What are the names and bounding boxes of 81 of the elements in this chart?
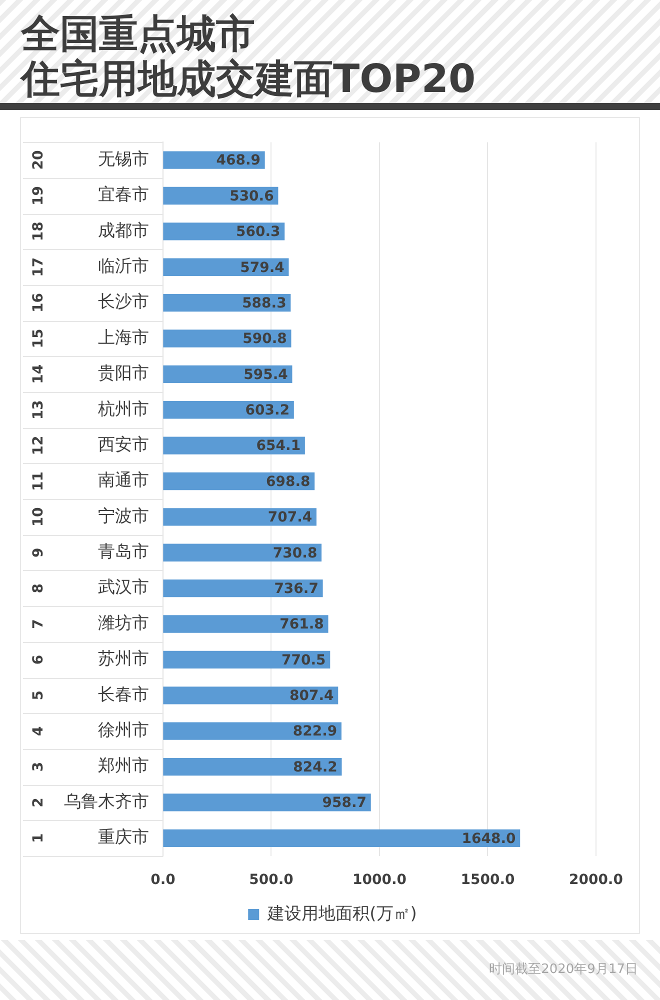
text: 5 (30, 690, 47, 700)
x-tick-label: 0.0 (150, 872, 176, 888)
data-label: 770.5 (282, 652, 326, 668)
text: 17 (30, 257, 47, 277)
bar (163, 330, 292, 348)
data-label: 654.1 (256, 438, 301, 454)
y-tick-label: 杭州市 (97, 399, 149, 420)
bar (163, 722, 342, 740)
bar (163, 579, 323, 598)
x-tick-label: 500.0 (249, 872, 294, 888)
text: 18 (30, 222, 47, 242)
data-label: 530.6 (230, 188, 274, 204)
data-label: 698.8 (266, 474, 310, 490)
text: 时间截至2020年9月17日 (489, 961, 638, 978)
y-tick-label: 上海市 (98, 328, 149, 348)
data-label: 468.9 (216, 152, 261, 169)
data-label: 1648.0 (462, 830, 516, 847)
text: 12 (30, 436, 47, 456)
x-tick-label: 2000.0 (568, 872, 624, 888)
bar (163, 436, 305, 454)
text: 10 (30, 506, 47, 527)
y-tick-label: 无锡市 (98, 149, 149, 170)
data-label: 730.8 (272, 545, 318, 562)
y-tick-label: 宜春市 (98, 185, 149, 206)
bar (163, 615, 328, 633)
y-tick-label: 西安市 (98, 434, 149, 455)
data-label: 958.7 (322, 795, 367, 812)
y-tick-label: 青岛市 (98, 542, 149, 562)
text: 15 (30, 328, 47, 348)
data-label: 761.8 (280, 616, 324, 633)
y-tick-label: 长沙市 (98, 292, 149, 312)
text: 14 (30, 364, 47, 384)
y-tick-label: 南通市 (98, 470, 149, 491)
y-tick-label: 重庆市 (98, 828, 149, 848)
data-label: 560.3 (236, 224, 280, 240)
y-tick-label: 长春市 (98, 684, 149, 705)
text: 3 (30, 762, 47, 772)
data-label: 736.7 (274, 580, 318, 597)
y-tick-label: 潍坊市 (98, 613, 149, 634)
data-label: 595.4 (244, 366, 288, 383)
y-tick-label: 徐州市 (98, 720, 149, 741)
data-label: 590.8 (242, 331, 287, 348)
text: 20 (30, 150, 47, 170)
data-label: 588.3 (242, 295, 286, 312)
chart-subtitle: 住宅用地成交建面TOP20 (21, 57, 476, 103)
data-label: 822.9 (292, 724, 338, 740)
bar (163, 758, 342, 776)
legend-label: 建设用地面积(万㎡) (266, 904, 417, 924)
y-tick-label: 苏州市 (98, 649, 149, 670)
data-label: 603.2 (245, 402, 290, 419)
text: 1 (30, 833, 47, 844)
bar (163, 544, 322, 562)
y-tick-label: 宁波市 (98, 506, 149, 526)
y-tick-label: 郑州市 (98, 756, 149, 776)
text: 16 (30, 293, 47, 313)
data-label: 824.2 (293, 759, 338, 776)
data-label: 707.4 (268, 510, 312, 526)
text: 11 (30, 472, 47, 491)
y-tick-label: 临沂市 (98, 256, 149, 277)
text: 13 (30, 400, 47, 420)
text: 8 (30, 583, 47, 594)
text: 6 (30, 654, 47, 665)
text: 4 (30, 726, 47, 736)
text: 19 (30, 186, 47, 206)
bar (163, 650, 330, 669)
chart-title: 全国重点城市 (21, 12, 255, 58)
data-label: 579.4 (240, 260, 285, 276)
x-tick-label: 1000.0 (352, 872, 407, 888)
bar (163, 794, 371, 812)
text: 7 (30, 619, 47, 629)
data-label: 807.4 (290, 688, 334, 704)
text: 2 (30, 798, 47, 808)
y-tick-label: 贵阳市 (98, 364, 149, 384)
bar (163, 508, 316, 526)
bar (163, 686, 338, 704)
text: 9 (30, 548, 47, 558)
y-tick-label: 乌鲁木齐市 (64, 792, 149, 812)
y-tick-label: 武汉市 (98, 578, 149, 598)
bar (163, 829, 520, 847)
y-tick-label: 成都市 (98, 220, 149, 241)
x-tick-label: 1500.0 (460, 872, 516, 888)
